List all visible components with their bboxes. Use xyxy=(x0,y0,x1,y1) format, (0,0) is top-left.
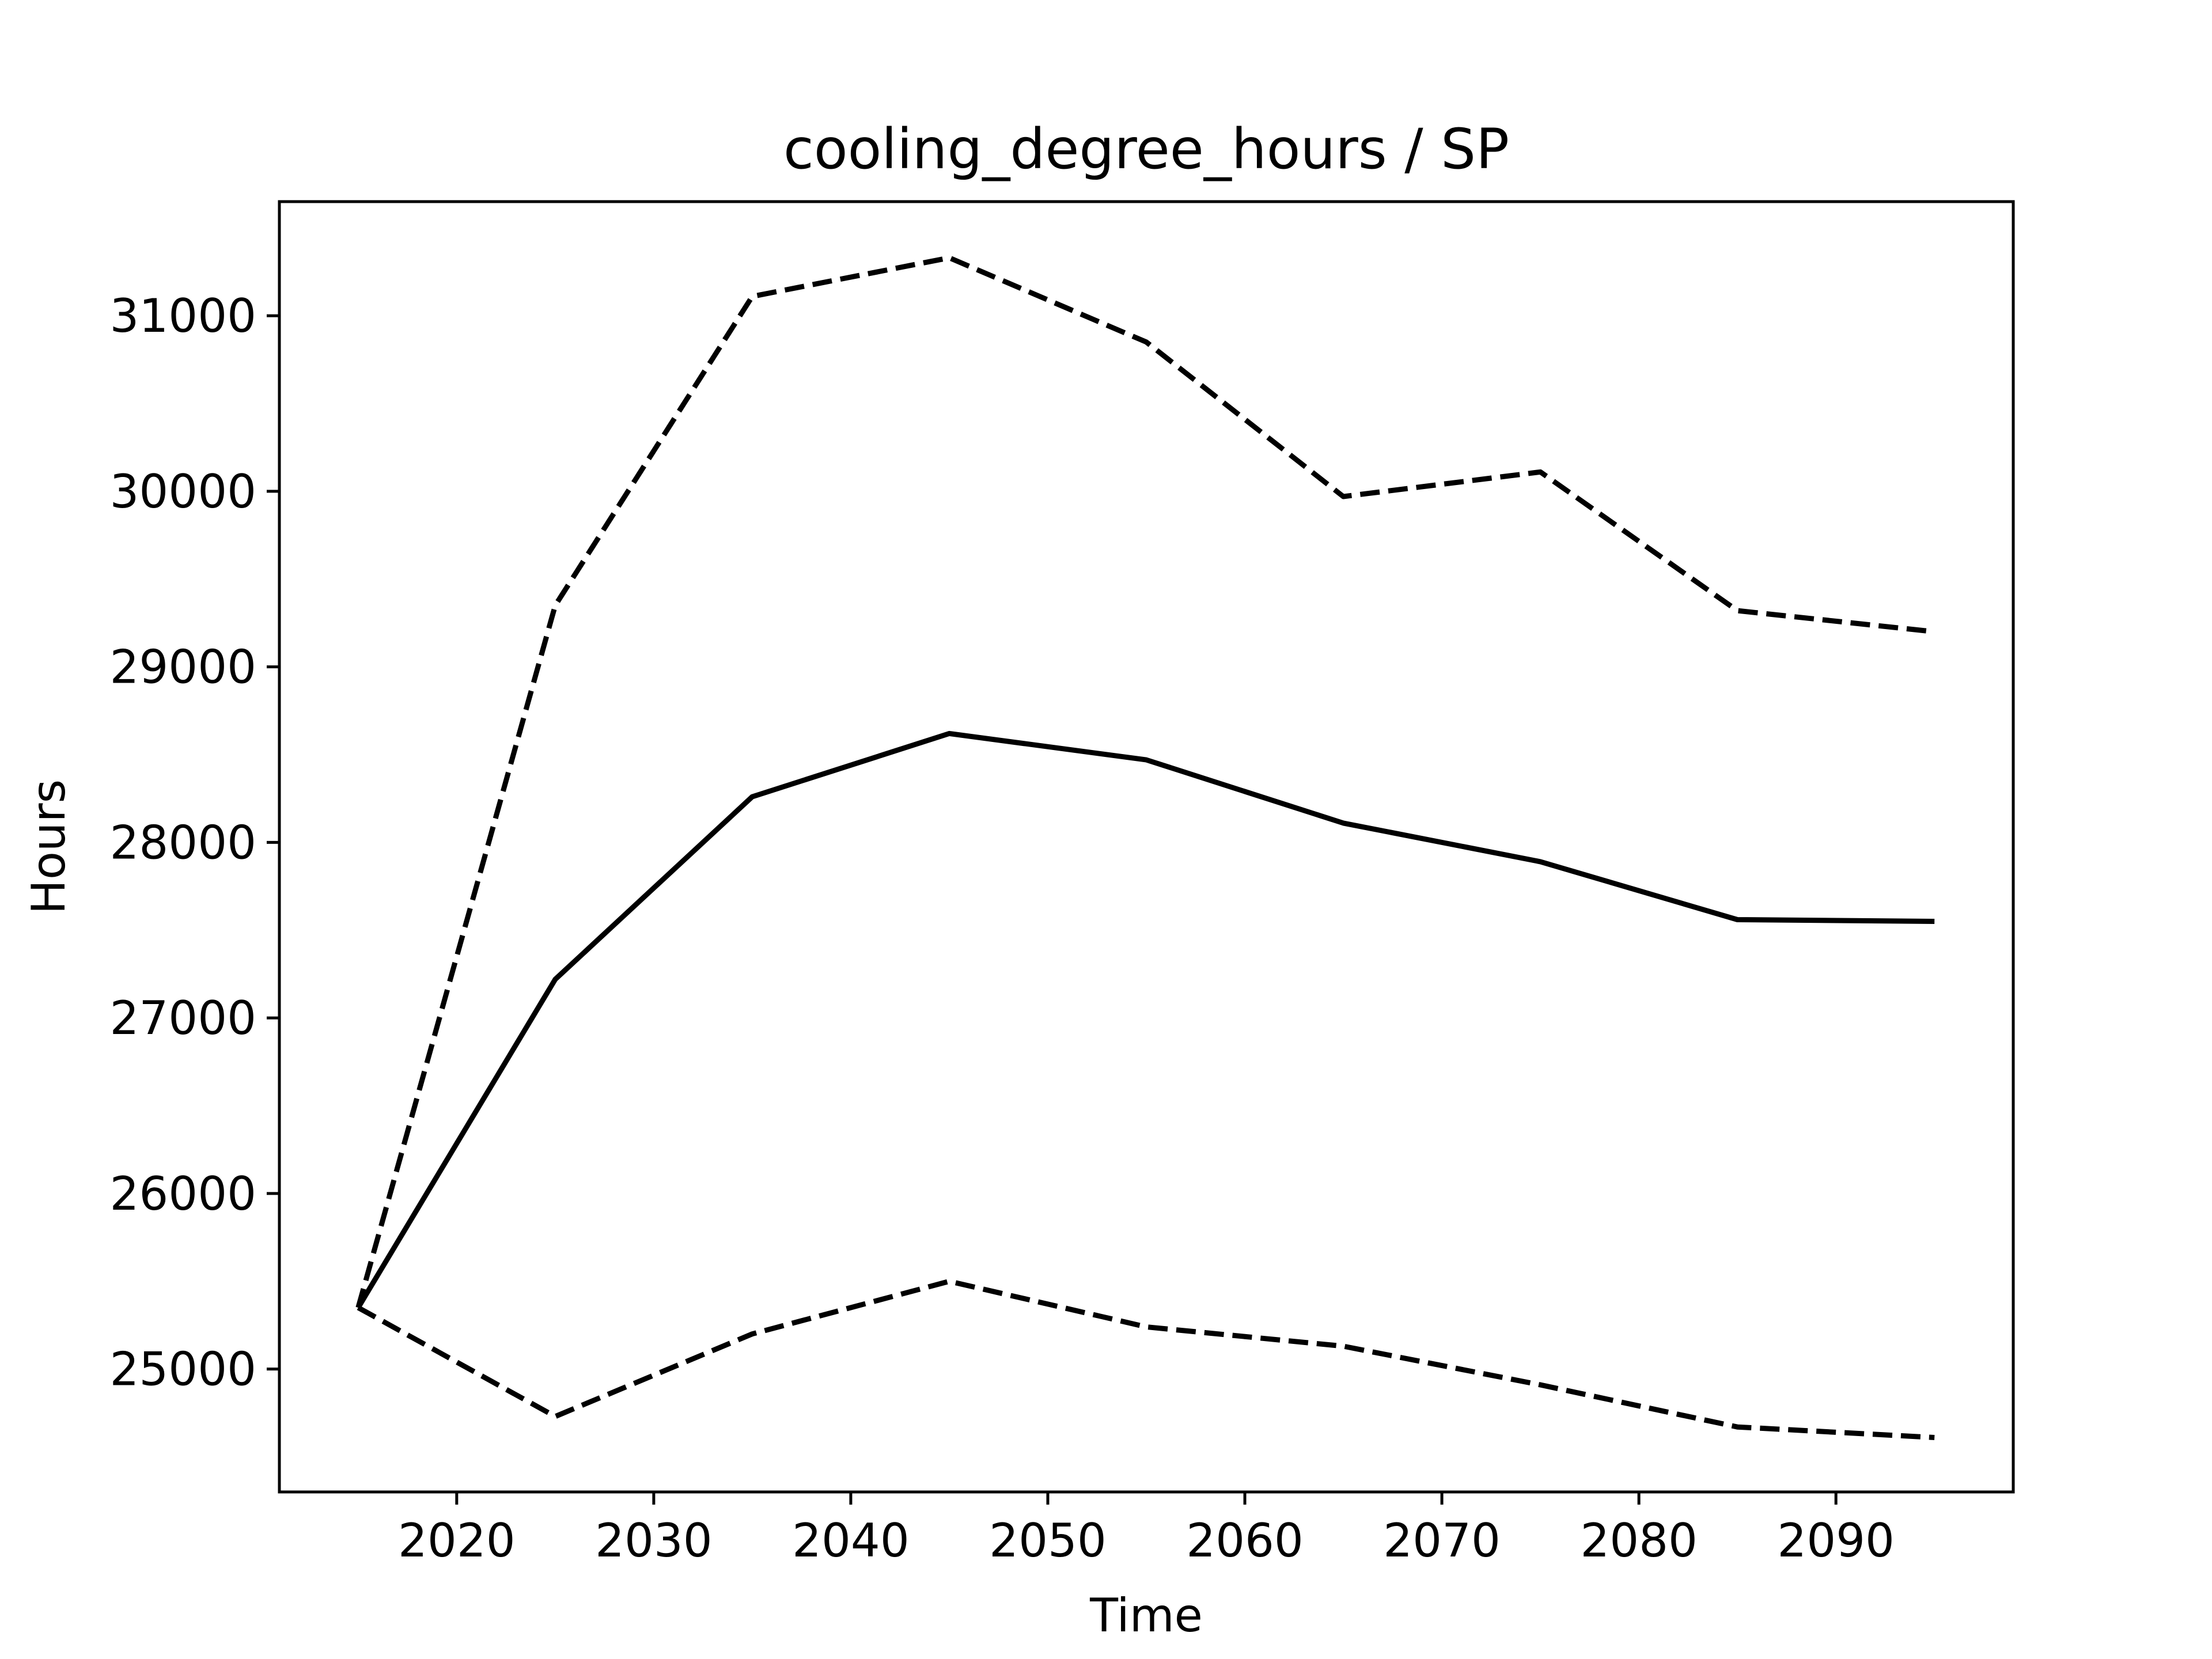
series-line-1 xyxy=(355,730,1935,1309)
y-tick-label: 27000 xyxy=(110,991,257,1045)
x-tick-label: 2030 xyxy=(595,1514,713,1567)
series-line-2 xyxy=(355,255,1935,1309)
y-tick-label: 30000 xyxy=(110,465,257,518)
y-axis-ticks: 25000 26000 27000 28000 29000 30000 31000 xyxy=(110,289,279,1396)
x-tick-label: 2090 xyxy=(1777,1514,1895,1567)
plot-frame xyxy=(278,200,2015,1494)
x-axis-label: Time xyxy=(1089,1589,1203,1642)
x-tick-label: 2060 xyxy=(1186,1514,1304,1567)
x-tick-label: 2080 xyxy=(1580,1514,1698,1567)
plot-lines xyxy=(355,255,1935,1440)
chart-title: cooling_degree_hours / SP xyxy=(783,117,1509,181)
x-tick-label: 2040 xyxy=(792,1514,910,1567)
series-line-3 xyxy=(357,1278,1935,1440)
y-axis-label: Hours xyxy=(22,779,75,914)
x-tick-label: 2050 xyxy=(989,1514,1107,1567)
x-tick-label: 2070 xyxy=(1383,1514,1501,1567)
x-axis-ticks: 2020 2030 2040 2050 2060 2070 2080 2090 xyxy=(398,1492,1895,1567)
x-tick-label: 2020 xyxy=(398,1514,516,1567)
y-tick-label: 25000 xyxy=(110,1343,257,1396)
y-tick-label: 29000 xyxy=(110,641,257,694)
y-tick-label: 28000 xyxy=(110,816,257,869)
y-tick-label: 31000 xyxy=(110,289,257,343)
y-tick-label: 26000 xyxy=(110,1167,257,1221)
